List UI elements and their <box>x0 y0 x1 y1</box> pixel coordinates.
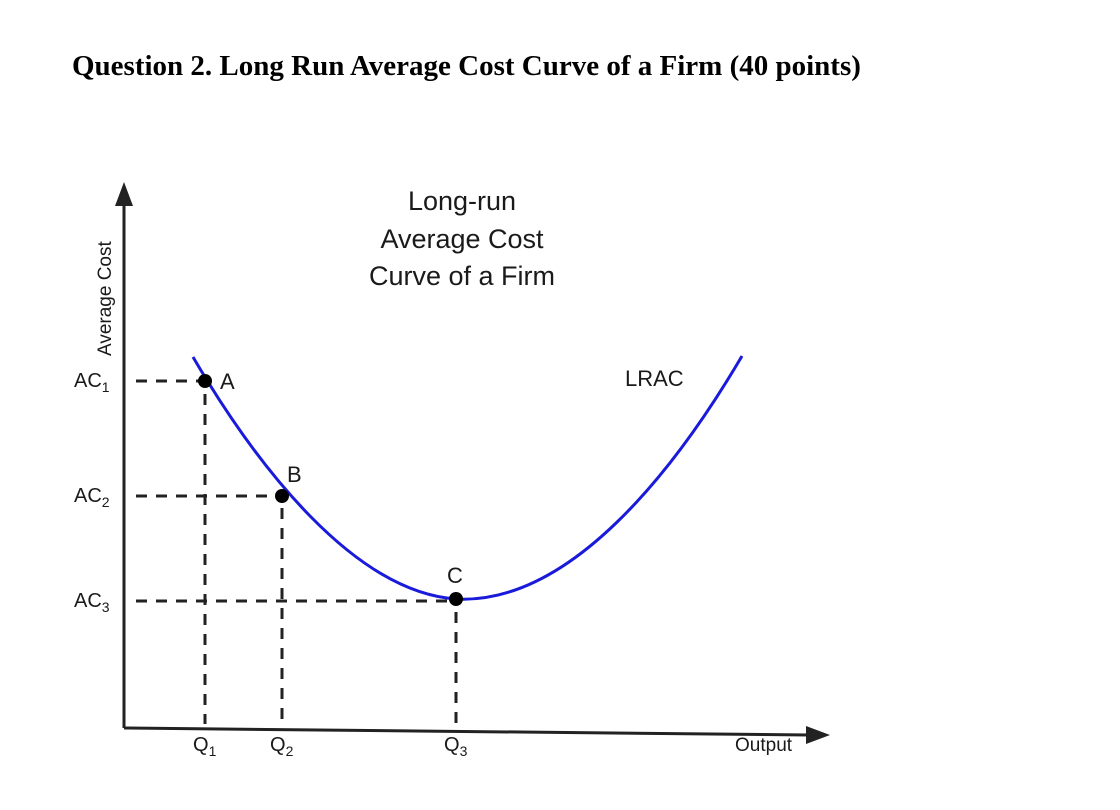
y-tick-ac1-sub: 1 <box>102 379 110 395</box>
x-axis-arrow <box>806 726 830 744</box>
x-tick-q2-sub: 2 <box>286 743 294 759</box>
x-axis <box>123 726 809 737</box>
y-tick-ac2-base: AC <box>74 485 102 507</box>
x-tick-q1-sub: 1 <box>209 743 217 759</box>
y-tick-ac2: AC2 <box>74 485 110 510</box>
x-tick-q3-base: Q <box>444 734 460 756</box>
chart-title-line-1: Long-run <box>408 186 516 216</box>
x-tick-q3-sub: 3 <box>460 743 468 759</box>
x-tick-q3: Q3 <box>444 734 468 759</box>
lrac-curve <box>191 355 744 601</box>
y-tick-ac1-base: AC <box>74 370 102 392</box>
point-a-marker <box>198 374 212 388</box>
x-tick-q2-base: Q <box>270 734 286 756</box>
x-axis-label: Output <box>735 735 793 756</box>
y-tick-ac2-sub: 2 <box>102 494 110 510</box>
point-b-marker <box>275 489 289 503</box>
point-c-label: C <box>447 563 463 588</box>
y-tick-ac1: AC1 <box>74 370 110 395</box>
y-tick-ac3-base: AC <box>74 590 102 612</box>
point-c-marker <box>449 592 463 606</box>
lrac-series-label: LRAC <box>625 366 684 391</box>
y-tick-ac3: AC3 <box>74 590 110 615</box>
question-title: Question 2. Long Run Average Cost Curve … <box>72 50 861 82</box>
point-b-label: B <box>287 462 302 487</box>
y-tick-ac3-sub: 3 <box>102 599 110 615</box>
x-tick-q2: Q2 <box>270 734 294 759</box>
y-axis-label: Average Cost <box>95 241 116 356</box>
y-axis-arrow <box>115 182 133 206</box>
x-tick-q1-base: Q <box>193 734 209 756</box>
chart-title-line-3: Curve of a Firm <box>369 261 555 291</box>
x-tick-q1: Q1 <box>193 734 217 759</box>
chart-title-line-2: Average Cost <box>380 224 544 254</box>
point-a-label: A <box>220 369 235 394</box>
